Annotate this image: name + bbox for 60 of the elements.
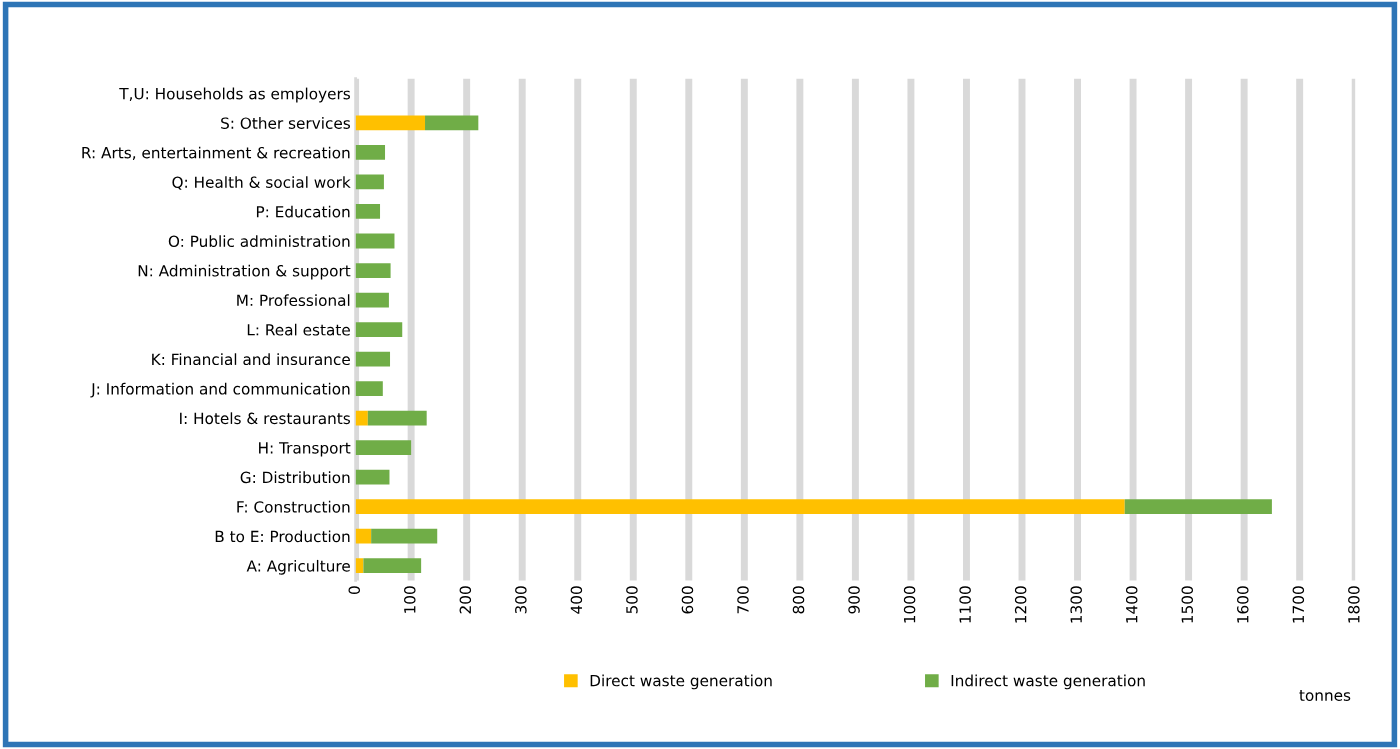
y-tick-label: O: Public administration	[168, 235, 350, 248]
legend-label: Indirect waste generation	[951, 674, 1145, 690]
bar	[355, 469, 390, 485]
bar	[355, 322, 403, 337]
y-tick-label: R: Arts, entertainment & recreation	[82, 146, 350, 161]
bar	[355, 204, 381, 219]
y-tick-label: M: Professional	[237, 294, 350, 307]
x-tick-label: 1200	[1014, 586, 1027, 623]
x-tick-label: 700	[737, 586, 749, 614]
bar	[355, 381, 383, 396]
x-tick-label: 1100	[959, 586, 971, 623]
x-tick-label: 200	[459, 586, 472, 614]
bar	[355, 145, 386, 160]
bar	[363, 558, 422, 574]
y-tick-label: F: Construction	[237, 500, 350, 513]
y-tick-label: N: Administration & support	[138, 264, 351, 280]
bar	[355, 528, 372, 544]
legend-label: Direct waste generation	[590, 674, 772, 690]
y-tick-label: S: Other services	[221, 117, 350, 129]
x-tick-label: 800	[792, 586, 805, 614]
x-tick-label: 1300	[1070, 586, 1082, 623]
x-tick-label: 1500	[1181, 586, 1194, 623]
x-tick-label: 400	[570, 586, 583, 614]
y-tick-label: I: Hotels & restaurants	[180, 412, 350, 425]
y-tick-label: Q: Health & social work	[172, 176, 351, 190]
x-tick-label: 1700	[1292, 586, 1305, 623]
y-tick-label: A: Agriculture	[246, 559, 350, 575]
x-tick-label: 1800	[1348, 586, 1360, 623]
bar	[355, 351, 391, 367]
x-tick-label: 300	[515, 586, 527, 614]
bar	[355, 410, 368, 426]
y-tick-label: G: Distribution	[240, 471, 350, 484]
x-tick-label: 900	[848, 586, 860, 614]
x-tick-label: 1600	[1237, 586, 1249, 623]
bar	[355, 263, 391, 278]
x-tick-label: 0	[348, 586, 361, 595]
bar	[367, 410, 427, 426]
y-tick-label: B to E: Production	[215, 530, 350, 543]
y-tick-label: L: Real estate	[247, 323, 350, 336]
bar	[355, 174, 384, 190]
x-tick-label: 100	[404, 586, 416, 613]
y-tick-label: J: Information and communication	[90, 382, 350, 398]
bar	[371, 528, 438, 544]
x-tick-label: 1400	[1125, 586, 1138, 623]
bar	[355, 499, 1125, 515]
bar	[355, 440, 412, 456]
bar	[355, 292, 389, 308]
bar	[355, 558, 364, 574]
bar	[355, 233, 395, 249]
x-tick-label: 500	[626, 586, 638, 614]
x-tick-label: 600	[681, 586, 694, 614]
bar	[1124, 499, 1272, 515]
y-tick-label: T,U: Households as employers	[119, 87, 350, 103]
bar	[425, 115, 479, 131]
bar	[355, 115, 426, 131]
y-tick-label: P: Education	[256, 205, 350, 218]
y-tick-label: K: Financial and insurance	[152, 353, 350, 366]
x-tick-label: 1000	[903, 586, 916, 623]
y-tick-label: H: Transport	[259, 442, 351, 457]
text: tonnes	[1299, 690, 1351, 701]
